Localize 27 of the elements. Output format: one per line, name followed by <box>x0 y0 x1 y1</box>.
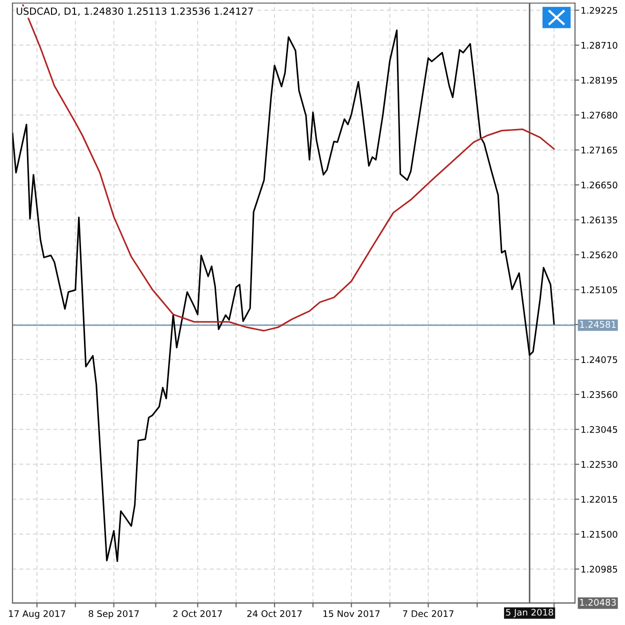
y-tick-label: 1.25620 <box>582 251 618 258</box>
ref-line-label: 1.24581 <box>580 320 616 328</box>
y-tick-label: 1.21500 <box>582 530 618 538</box>
x-tick-label: 24 Oct 2017 <box>247 610 302 618</box>
y-tick-label: 1.24075 <box>582 356 618 364</box>
y-tick-label: 1.27165 <box>582 146 618 154</box>
y-tick-label: 1.23045 <box>582 426 618 433</box>
y-tick-label: 1.27680 <box>582 112 618 119</box>
ref-line-label: 1.20483 <box>580 598 616 606</box>
line-series <box>12 29 555 562</box>
ref-line-label: 5 Jan 2018 <box>506 608 554 618</box>
x-tick-label: 17 Aug 2017 <box>9 610 66 619</box>
x-tick-label: 8 Sep 2017 <box>88 610 139 619</box>
y-tick-label: 1.26135 <box>582 216 618 224</box>
y-tick-label: 1.23560 <box>582 391 618 398</box>
x-tick-label: 2 Oct 2017 <box>173 610 222 618</box>
y-tick-label: 1.22530 <box>582 461 618 468</box>
y-tick-label: 1.22015 <box>582 496 618 503</box>
x-tick-label: 15 Nov 2017 <box>323 610 380 618</box>
y-tick-label: 1.28195 <box>582 76 618 84</box>
x-tick-label: 7 Dec 2017 <box>403 610 454 618</box>
y-tick-label: 1.26650 <box>582 182 618 188</box>
y-tick-label: 1.25105 <box>582 286 618 294</box>
chart-title: USDCAD, D1, 1.24830 1.25113 1.23536 1.24127 <box>16 7 253 16</box>
y-tick-label: 1.20985 <box>582 566 618 573</box>
y-tick-label: 1.29225 <box>582 6 618 14</box>
y-tick-label: 1.28710 <box>582 42 618 49</box>
